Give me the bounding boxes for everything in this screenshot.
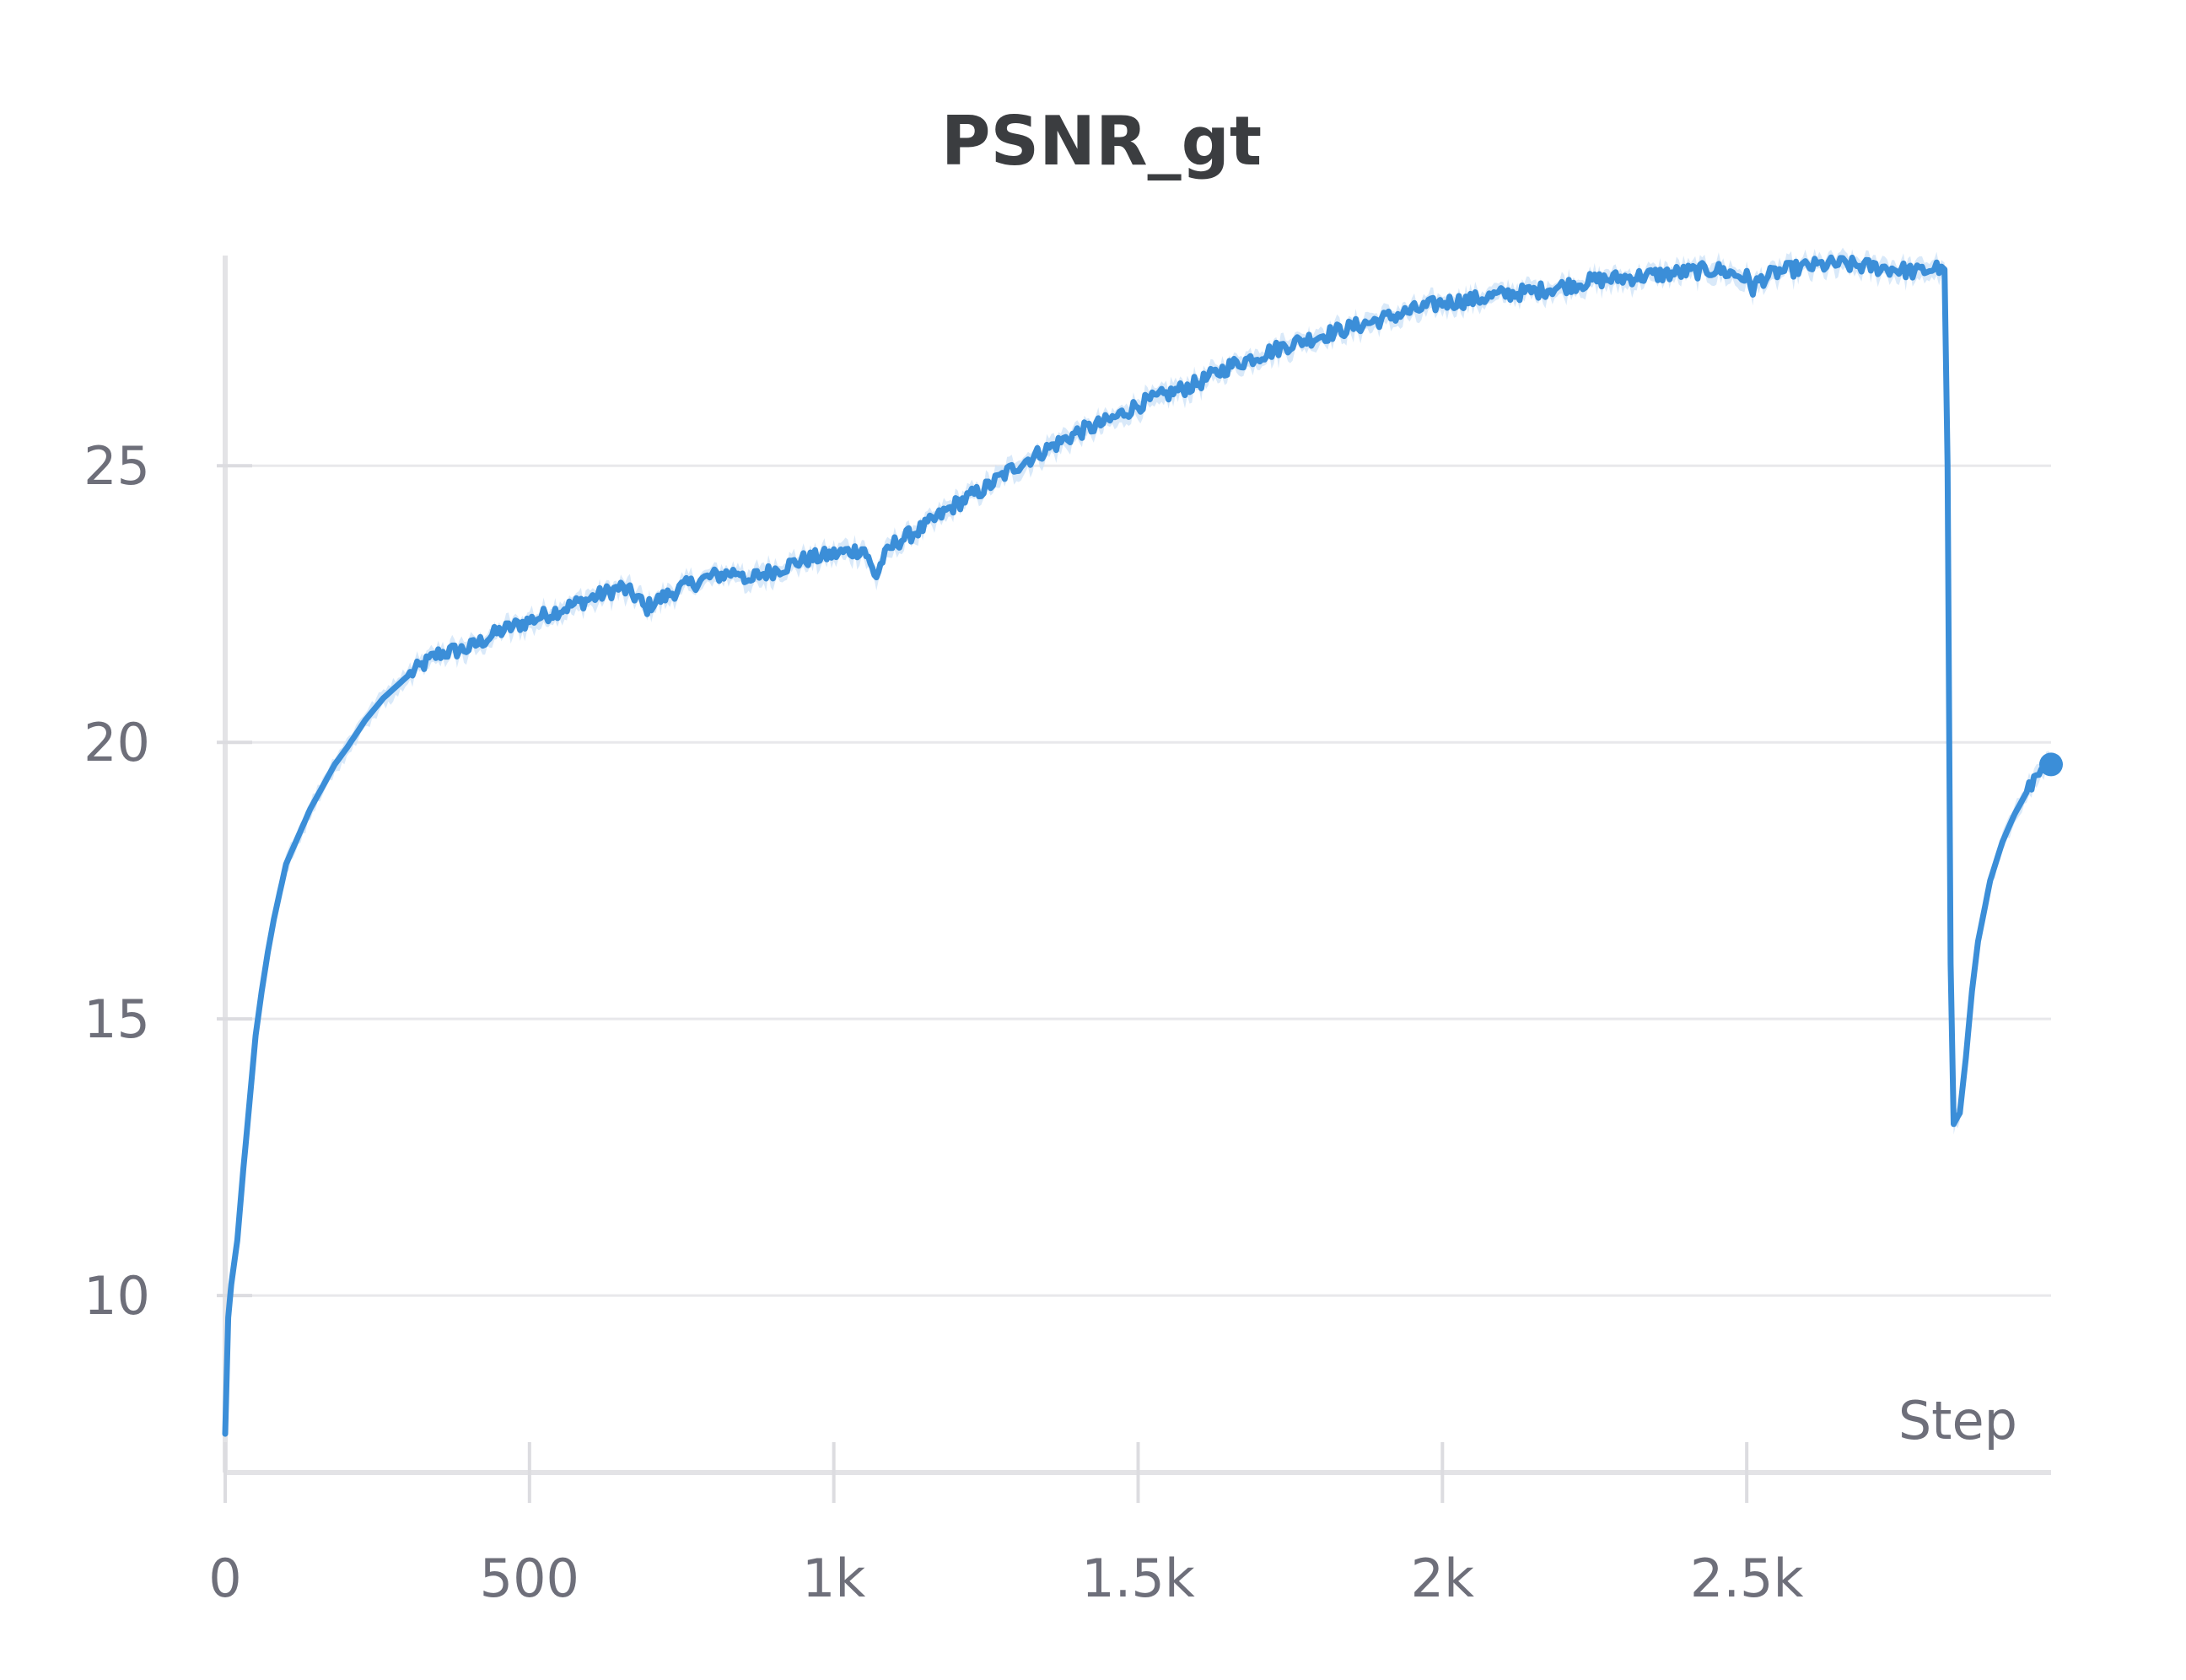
grid-lines (225, 464, 2051, 1297)
x-axis-label: Step (1898, 1390, 2017, 1451)
series-group (222, 247, 2063, 1443)
series-line (222, 254, 2054, 1437)
x-tick-label: 2.5k (1690, 1548, 1804, 1609)
y-tick-label: 25 (83, 435, 150, 497)
x-tick-label: 0 (208, 1548, 241, 1609)
series-end-point (2039, 752, 2063, 777)
y-tick-label: 10 (83, 1265, 150, 1327)
axes (223, 256, 2051, 1475)
series-range-band (225, 247, 2051, 1443)
x-tick-label: 1.5k (1081, 1548, 1195, 1609)
chart-title: PSNR_gt (941, 102, 1262, 180)
x-ticks: 0 500 1k 1.5k 2k 2.5k (208, 1442, 1804, 1609)
x-tick-label: 500 (480, 1548, 579, 1609)
y-tick-label: 15 (83, 988, 150, 1050)
y-tick-label: 20 (83, 712, 150, 773)
x-tick-label: 1k (802, 1548, 865, 1609)
x-tick-label: 2k (1411, 1548, 1474, 1609)
y-ticks: 10 15 20 25 (83, 435, 252, 1327)
